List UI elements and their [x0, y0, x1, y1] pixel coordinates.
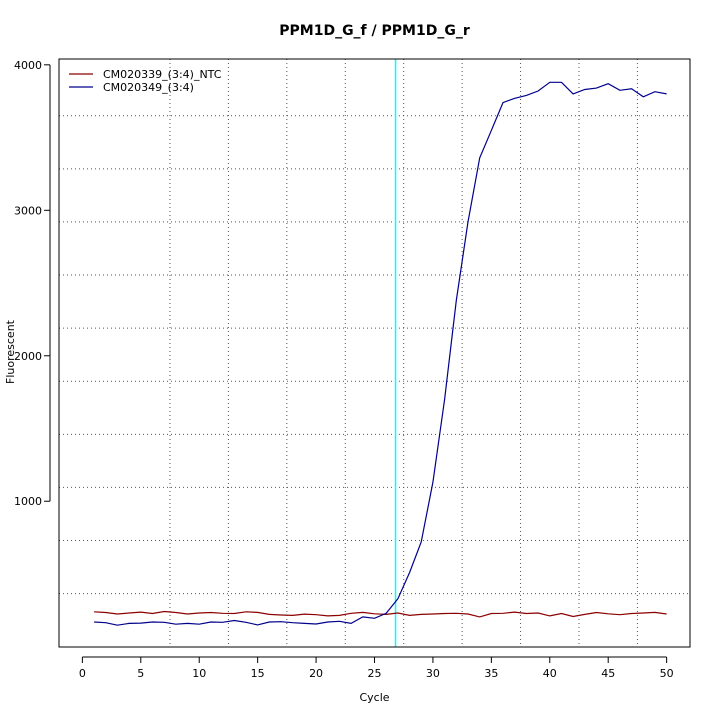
- series-line-1: [94, 610, 667, 618]
- x-tick-label: 45: [601, 667, 615, 680]
- axes: 0 5 10 15 20 25 30 35 40 45 50 1000 2000 3000 4000: [14, 59, 674, 680]
- legend-entry: CM020349_(3:4): [103, 81, 194, 94]
- y-tick-label: 1000: [14, 495, 42, 508]
- series-lines: [94, 81, 667, 626]
- x-tick-label: 5: [137, 667, 144, 680]
- y-axis-label: Fluorescent: [4, 319, 17, 384]
- plot-frame: [58, 58, 691, 648]
- x-tick-label: 20: [309, 667, 323, 680]
- chart-title: PPM1D_G_f / PPM1D_G_r: [279, 23, 470, 39]
- x-tick-label: 30: [426, 667, 440, 680]
- x-tick-label: 0: [79, 667, 86, 680]
- x-axis-label: Cycle: [359, 691, 389, 704]
- x-tick-label: 50: [660, 667, 674, 680]
- series-line-2: [94, 81, 667, 626]
- x-tick-label: 40: [543, 667, 557, 680]
- y-tick-label: 4000: [14, 59, 42, 72]
- x-tick-label: 25: [368, 667, 382, 680]
- y-tick-label: 2000: [14, 350, 42, 363]
- legend-entry: CM020339_(3:4)_NTC: [103, 68, 222, 81]
- y-tick-label: 3000: [14, 204, 42, 217]
- x-tick-label: 10: [192, 667, 206, 680]
- x-tick-label: 15: [251, 667, 265, 680]
- x-tick-label: 35: [484, 667, 498, 680]
